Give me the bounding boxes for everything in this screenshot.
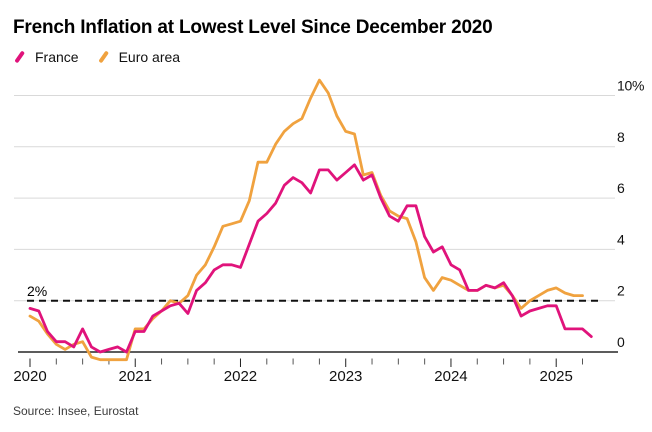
legend-item-euro-area: Euro area <box>97 49 180 65</box>
chart-title: French Inflation at Lowest Level Since D… <box>13 17 493 38</box>
x-axis-label: 2025 <box>540 368 573 385</box>
series-line-euro-area <box>28 78 584 362</box>
two-percent-annotation: 2% <box>27 283 48 299</box>
legend: France Euro area <box>13 49 180 65</box>
y-axis-label: 0 <box>617 334 625 350</box>
legend-label-france: France <box>35 49 79 65</box>
y-axis-label: 2 <box>617 283 625 299</box>
legend-item-france: France <box>13 49 79 65</box>
y-axis-label: 4 <box>617 231 625 247</box>
legend-marker-france <box>14 50 25 64</box>
source-note: Source: Insee, Eurostat <box>13 404 139 418</box>
y-axis-label: 6 <box>617 180 625 196</box>
legend-label-euro-area: Euro area <box>118 49 181 65</box>
legend-marker-euro-area <box>97 50 109 64</box>
y-axis-label: 8 <box>617 129 625 145</box>
x-axis-label: 2022 <box>224 368 257 385</box>
x-axis-label: 2023 <box>329 368 362 385</box>
x-axis-label: 2021 <box>119 368 152 385</box>
x-axis-label: 2024 <box>434 368 467 385</box>
x-axis-label: 2020 <box>13 368 46 385</box>
series-line-france <box>28 163 593 354</box>
y-axis-label: 10% <box>617 78 644 94</box>
